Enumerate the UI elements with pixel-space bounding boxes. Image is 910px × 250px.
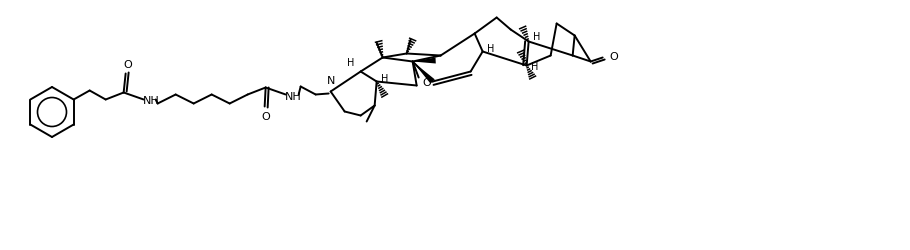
Polygon shape [412, 62, 435, 84]
Text: O: O [422, 78, 431, 88]
Text: H: H [531, 62, 539, 72]
Text: H: H [381, 74, 389, 85]
Text: H: H [347, 58, 354, 68]
Text: H: H [487, 44, 494, 54]
Text: O: O [610, 52, 618, 62]
Polygon shape [412, 58, 436, 64]
Text: O: O [261, 112, 270, 122]
Text: NH: NH [285, 92, 302, 102]
Text: H: H [533, 32, 541, 42]
Text: N: N [327, 76, 335, 86]
Text: O: O [123, 60, 132, 70]
Text: NH: NH [143, 96, 160, 106]
